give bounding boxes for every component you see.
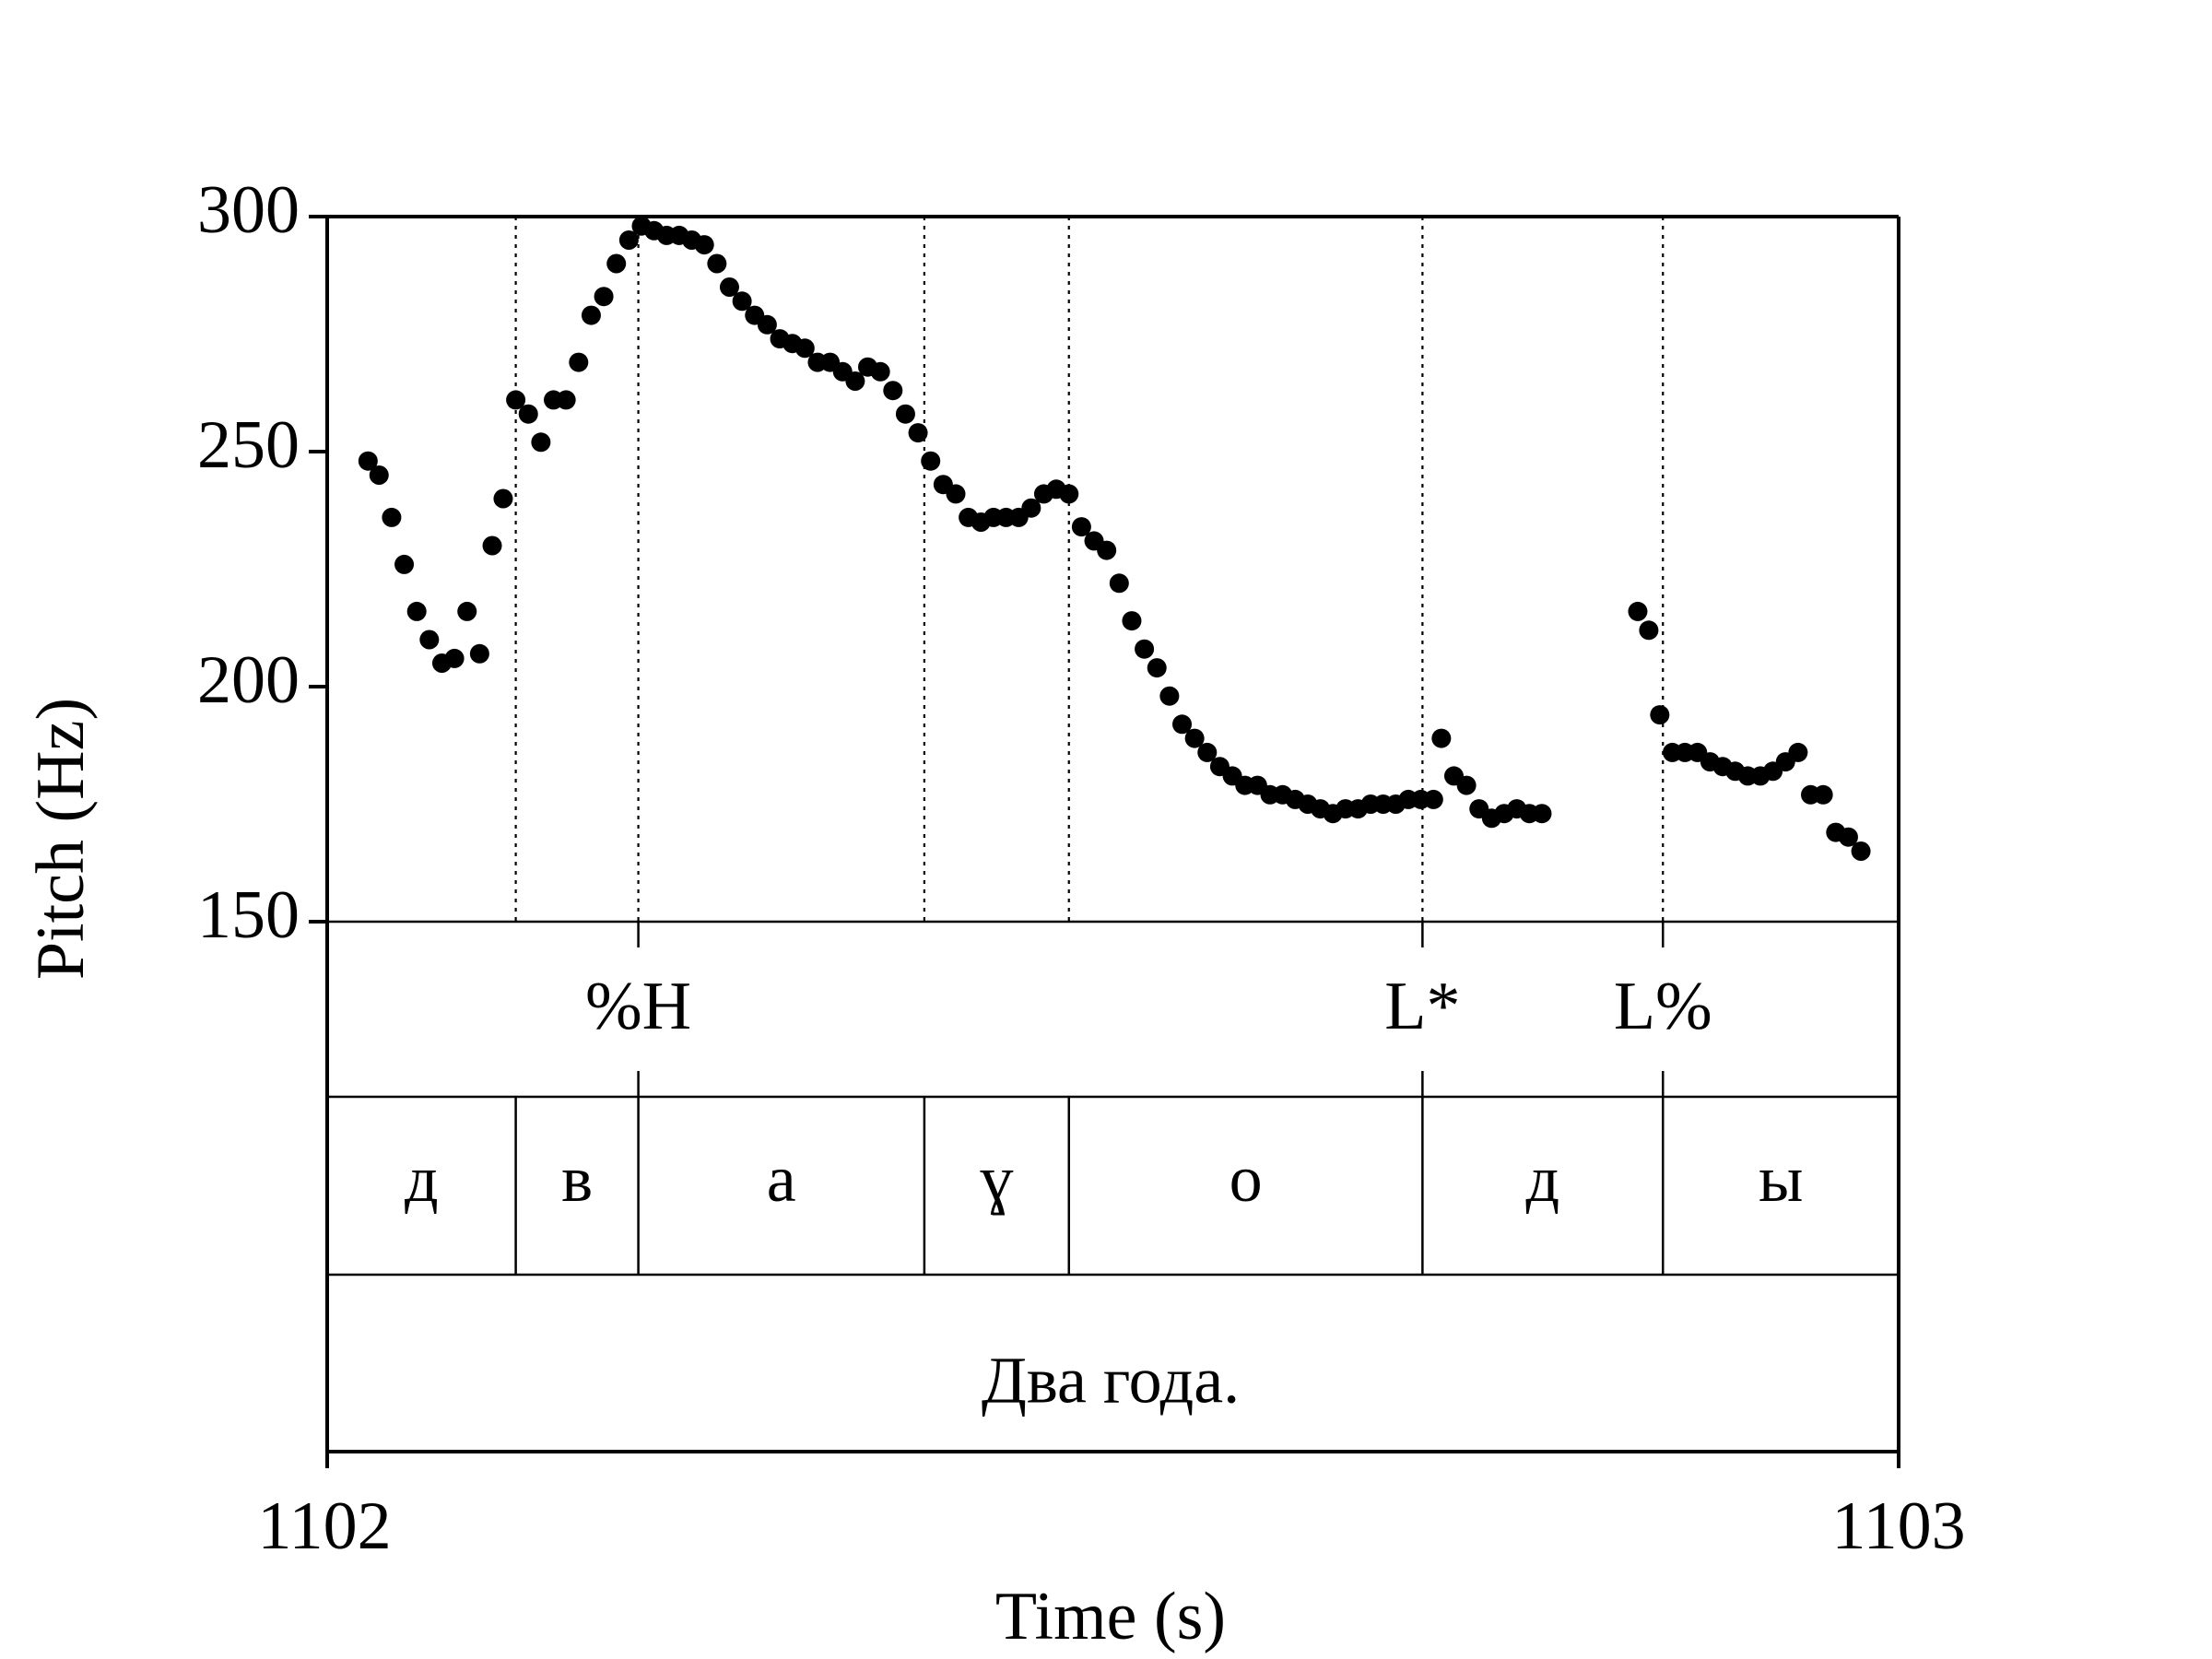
pitch-point	[921, 451, 941, 471]
pitch-point	[1639, 620, 1659, 641]
x-tick-label-max: 1103	[1831, 1488, 1965, 1564]
tone-label: L%	[1614, 969, 1712, 1044]
pitch-point	[1197, 742, 1218, 762]
pitch-point	[419, 629, 440, 650]
tone-label: %H	[585, 969, 691, 1044]
pitch-point	[883, 381, 903, 401]
pitch-point	[482, 535, 502, 556]
y-tick-label: 250	[197, 407, 300, 483]
pitch-point	[394, 554, 415, 574]
pitch-point	[732, 291, 752, 312]
y-axis-ticks: 300 250 200 150	[197, 172, 327, 953]
y-tick-label: 150	[197, 877, 300, 953]
pitch-point	[1532, 804, 1552, 824]
segment-label: в	[561, 1142, 593, 1216]
pitch-point	[1122, 611, 1142, 631]
y-axis-label: Pitch (Hz)	[23, 698, 99, 980]
tone-label: L*	[1384, 969, 1460, 1044]
pitch-point	[606, 253, 627, 274]
segment-boundaries	[514, 217, 1665, 922]
pitch-point	[531, 432, 551, 453]
pitch-point	[1431, 728, 1452, 748]
pitch-point	[457, 601, 477, 621]
pitch-point	[1109, 573, 1129, 594]
pitch-point	[1071, 517, 1091, 537]
pitch-point	[719, 277, 739, 297]
pitch-point	[908, 423, 928, 443]
pitch-point	[406, 601, 427, 621]
y-tick-label: 300	[197, 172, 300, 248]
pitch-point	[618, 230, 639, 250]
tone-tier: %H L* L%	[585, 922, 1712, 1097]
pitch-point	[845, 371, 865, 391]
pitch-point	[358, 451, 378, 471]
pitch-point	[694, 235, 714, 255]
sentence-label: Два года.	[982, 1344, 1240, 1418]
pitch-point	[1788, 742, 1808, 762]
pitch-point	[444, 648, 465, 668]
pitch-point	[794, 338, 815, 359]
pitch-point	[594, 287, 614, 307]
pitch-point	[1097, 540, 1117, 560]
x-axis-label: Time (s)	[995, 1579, 1226, 1654]
pitch-point	[1456, 775, 1477, 795]
pitch-points	[358, 216, 1871, 861]
pitch-point	[1628, 601, 1648, 621]
pitch-point	[946, 484, 966, 504]
pitch-point	[1184, 728, 1205, 748]
pitch-point	[581, 305, 601, 325]
pitch-point	[469, 643, 489, 664]
pitch-point	[895, 404, 915, 424]
pitch-point	[1172, 714, 1193, 735]
pitch-point	[369, 465, 389, 485]
pitch-point	[506, 390, 526, 410]
pitch-point	[1135, 639, 1155, 659]
pitch-point	[1147, 658, 1167, 678]
pitch-point	[707, 253, 727, 274]
x-tick-label-min: 1102	[257, 1488, 391, 1564]
plot-frame	[325, 215, 1900, 1468]
pitch-point	[1021, 498, 1041, 518]
pitch-point	[1423, 789, 1443, 809]
pitch-point	[518, 404, 538, 424]
pitch-point	[1813, 784, 1833, 805]
pitch-point	[1838, 827, 1858, 847]
pitch-point	[870, 361, 890, 382]
pitch-point	[1159, 686, 1180, 706]
pitch-point	[569, 352, 589, 372]
segment-label: ɣ	[980, 1142, 1013, 1216]
pitch-point	[1851, 841, 1871, 861]
y-tick-label: 200	[197, 642, 300, 718]
segment-label: о	[1230, 1142, 1263, 1216]
segment-label: д	[405, 1142, 439, 1216]
pitch-point	[493, 488, 513, 509]
pitch-point	[382, 507, 402, 527]
segment-label: а	[767, 1142, 796, 1216]
pitch-point	[1059, 484, 1079, 504]
pitch-point	[1650, 705, 1670, 725]
pitch-point	[556, 390, 576, 410]
segment-label: ы	[1759, 1142, 1803, 1216]
segment-label: д	[1525, 1142, 1559, 1216]
pitch-point	[757, 314, 777, 335]
